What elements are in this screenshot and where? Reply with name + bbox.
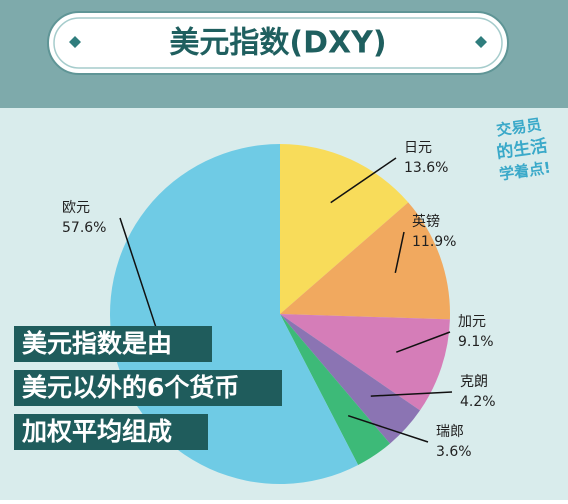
slice-value: 57.6% (62, 220, 106, 236)
slice-value: 3.6% (436, 444, 472, 460)
title: 美元指数(DXY) (169, 26, 386, 61)
note-box (14, 414, 208, 450)
leader-line (394, 231, 405, 274)
leader-line (347, 414, 429, 443)
pie-slice (280, 202, 451, 320)
slice-label: 克朗 (460, 374, 488, 390)
leader-line (396, 331, 451, 353)
leader-line (119, 217, 162, 344)
note-line: 美元以外的6个货币 (22, 373, 239, 402)
pie-slice (280, 314, 390, 465)
slice-label: 加元 (458, 314, 486, 330)
slice-value: 9.1% (458, 334, 494, 350)
slice-label: 瑞郎 (436, 424, 464, 440)
leader-line (370, 391, 453, 397)
slice-value: 13.6% (404, 160, 448, 176)
pie-slice (280, 314, 450, 411)
note-line: 加权平均组成 (21, 417, 172, 446)
note-line: 美元指数是由 (22, 329, 172, 358)
labels: 日元 13.6% 英镑 11.9% 加元 9.1% 克朗 4.2% 瑞郎 3.6% 欧元 57.6% (62, 140, 496, 460)
slice-label: 日元 (404, 140, 432, 156)
slice-label: 欧元 (62, 200, 90, 216)
note-box (14, 370, 282, 406)
slice-label: 英镑 (412, 213, 440, 230)
title-pill-inner (53, 17, 503, 69)
title-pill (47, 11, 509, 75)
note-box (14, 326, 212, 362)
pie-slice (280, 144, 409, 314)
slice-value: 11.9% (412, 234, 456, 250)
pie-slice (280, 314, 421, 444)
leader-line (330, 157, 397, 204)
slice-value: 4.2% (460, 394, 496, 410)
